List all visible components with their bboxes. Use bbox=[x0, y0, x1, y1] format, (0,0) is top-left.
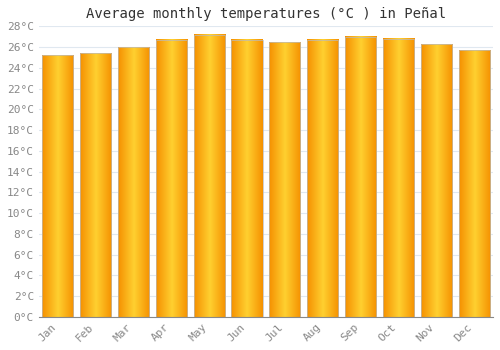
Bar bbox=[156, 40, 187, 317]
Bar bbox=[118, 47, 149, 317]
Title: Average monthly temperatures (°C ) in Peñal: Average monthly temperatures (°C ) in Pe… bbox=[86, 7, 446, 21]
Bar bbox=[270, 42, 300, 317]
Bar bbox=[345, 37, 376, 317]
Bar bbox=[80, 53, 111, 317]
Bar bbox=[232, 40, 262, 317]
Bar bbox=[421, 44, 452, 317]
Bar bbox=[42, 55, 74, 317]
Bar bbox=[458, 50, 490, 317]
Bar bbox=[194, 35, 224, 317]
Bar bbox=[383, 39, 414, 317]
Bar bbox=[307, 40, 338, 317]
